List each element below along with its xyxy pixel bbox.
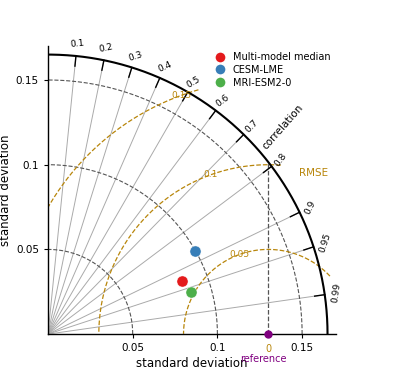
Text: 0.8: 0.8 bbox=[273, 151, 289, 168]
Text: 0.1: 0.1 bbox=[70, 39, 85, 49]
Legend: Multi-model median, CESM-LME, MRI-ESM2-0: Multi-model median, CESM-LME, MRI-ESM2-0 bbox=[209, 51, 331, 89]
Text: 0.15: 0.15 bbox=[171, 91, 191, 100]
Text: 0: 0 bbox=[265, 344, 271, 354]
Text: 0.5: 0.5 bbox=[185, 74, 202, 89]
Text: 0.1: 0.1 bbox=[203, 170, 218, 179]
Text: reference: reference bbox=[240, 355, 286, 364]
Text: 0.2: 0.2 bbox=[98, 43, 114, 54]
Text: 0.9: 0.9 bbox=[303, 199, 318, 216]
Text: 0.4: 0.4 bbox=[156, 60, 173, 74]
Text: RMSE: RMSE bbox=[299, 168, 328, 178]
Text: 0.95: 0.95 bbox=[318, 232, 332, 254]
Text: 0.7: 0.7 bbox=[244, 118, 260, 134]
Text: 0.6: 0.6 bbox=[214, 93, 231, 109]
X-axis label: standard deviation: standard deviation bbox=[136, 357, 248, 370]
Text: 0.05: 0.05 bbox=[229, 250, 249, 259]
Text: 0.99: 0.99 bbox=[330, 282, 342, 304]
Text: correlation: correlation bbox=[261, 102, 306, 151]
Text: 0.3: 0.3 bbox=[127, 50, 144, 62]
Y-axis label: standard deviation: standard deviation bbox=[0, 134, 12, 246]
